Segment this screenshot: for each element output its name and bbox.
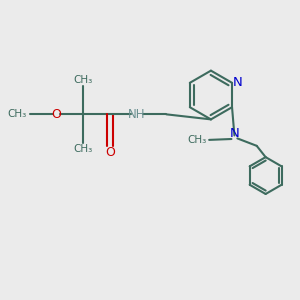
Text: CH₃: CH₃ — [74, 75, 93, 85]
Text: N: N — [230, 128, 239, 140]
Text: N: N — [232, 76, 242, 89]
Text: CH₃: CH₃ — [188, 135, 207, 145]
Text: CH₃: CH₃ — [8, 109, 27, 119]
Text: NH: NH — [128, 108, 146, 121]
Text: O: O — [51, 108, 61, 121]
Text: CH₃: CH₃ — [74, 144, 93, 154]
Text: O: O — [105, 146, 115, 159]
